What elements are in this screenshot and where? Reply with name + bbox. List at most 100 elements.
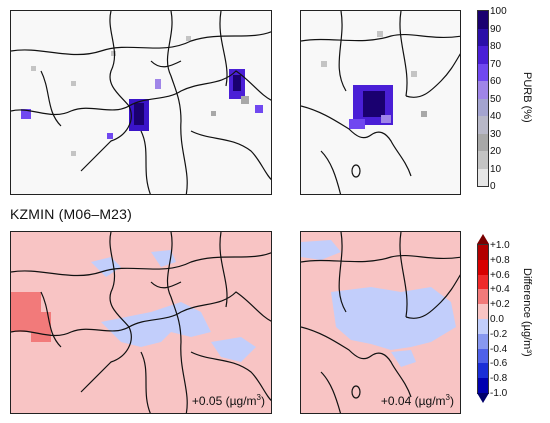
section-title: KZMIN (M06–M23) (10, 206, 133, 222)
purb-colorbar-segment (478, 116, 488, 134)
diff-colorbar (477, 244, 489, 394)
prefecture-border (40, 70, 62, 127)
coastline (301, 326, 412, 398)
prefecture-border (140, 351, 151, 413)
coastline (405, 53, 460, 98)
purb-colorbar-segment (478, 168, 488, 186)
diff-colorbar-segment (478, 304, 488, 319)
osaka-core-cell (134, 103, 144, 125)
kanto-mean-value: +0.04 (380, 394, 412, 408)
prefecture-border (11, 252, 271, 277)
west-urban-cell (21, 109, 31, 119)
diff-colorbar-tick-label: +0.4 (490, 284, 510, 296)
purb-colorbar-title: PURB (%) (521, 72, 533, 123)
purb-colorbar-segment (478, 98, 488, 116)
purb-colorbar-tick-label: 20 (490, 146, 502, 157)
coastline (11, 326, 132, 393)
purb-colorbar-tick-label: 90 (490, 23, 502, 35)
prefecture-border (109, 11, 130, 107)
diff-colorbar-tick-label: -0.8 (490, 373, 508, 385)
purb-colorbar-tick-label: 100 (490, 6, 507, 17)
diff-colorbar-segment (478, 289, 488, 305)
kansai-mean-difference: +0.05 (µg/m3) (192, 393, 265, 408)
kansai-mean-value: +0.05 (191, 394, 223, 408)
island-outline (351, 164, 361, 178)
diff-colorbar-segment (478, 318, 488, 334)
prefecture-border (190, 351, 271, 401)
gray-cell (411, 71, 417, 77)
prefecture-border (399, 11, 408, 97)
gray-cell (211, 111, 216, 116)
diff-colorbar-segment (478, 378, 488, 393)
prefecture-border (11, 31, 271, 56)
diff-colorbar-segment (478, 274, 488, 290)
diff-colorbar-segment (478, 259, 488, 275)
purb-colorbar (477, 10, 489, 187)
prefecture-border (338, 11, 347, 92)
diff-colorbar-tick-label: -0.2 (490, 328, 508, 340)
diff-colorbar-segment (478, 245, 488, 260)
diff-colorbar-segment (478, 348, 488, 364)
purb-colorbar-segment (478, 11, 488, 29)
negative-anomaly-region (211, 337, 256, 362)
coastlines-borders (11, 232, 271, 413)
chiba-urban-cell (381, 115, 391, 123)
nagoya-core-cell (233, 75, 241, 91)
diff-colorbar-tick-label: -1.0 (490, 388, 508, 399)
coastline (405, 274, 460, 319)
diff-cells (301, 240, 456, 367)
gray-cell (241, 96, 249, 104)
kanto-unit-exp: 3 (445, 393, 450, 402)
map-kansai-difference: +0.05 (µg/m3) (10, 231, 272, 414)
diff-cells (11, 250, 256, 362)
prefecture-border (399, 232, 408, 318)
purb-colorbar-tick-label: 10 (490, 163, 502, 175)
negative-anomaly-region (101, 302, 211, 347)
diff-colorbar-tick-label: 0.0 (490, 314, 504, 325)
kansai-diff-svg (11, 232, 271, 413)
kanagawa-urban-cell (349, 119, 365, 129)
purb-colorbar-segment (478, 151, 488, 169)
prefecture-border (219, 11, 228, 87)
kansai-unit-prefix: (µg/m (225, 394, 257, 408)
urban-cells (21, 36, 263, 156)
coastlines-borders (11, 11, 271, 194)
gray-cell (421, 111, 427, 117)
negative-anomaly-region (151, 250, 176, 267)
peninsula-coast (320, 150, 342, 194)
lake-outline (150, 60, 182, 68)
negative-anomaly-region (331, 287, 456, 350)
prefecture-border (109, 232, 130, 328)
diff-colorbar-tick-label: +1.0 (490, 240, 510, 251)
coastline (301, 105, 412, 177)
purb-colorbar-tick-label: 70 (490, 58, 502, 70)
purb-colorbar-tick-label: 0 (490, 181, 496, 192)
purb-colorbar-tick-label: 40 (490, 111, 502, 122)
gray-cell (186, 36, 191, 41)
tokyo-core-cell (363, 91, 385, 117)
purb-colorbar-segment (478, 46, 488, 64)
kanto-unit-suffix: ) (450, 394, 454, 408)
wakayama-urban-cell (107, 133, 113, 139)
kanto-diff-svg (301, 232, 460, 413)
purb-colorbar-segment (478, 81, 488, 99)
purb-colorbar-tick-label: 50 (490, 93, 502, 105)
coastline (128, 70, 271, 107)
purb-colorbar-segment (478, 133, 488, 151)
prefecture-border (40, 291, 62, 348)
purb-colorbar-tick-label: 80 (490, 41, 502, 52)
prefecture-border (190, 130, 271, 180)
prefecture-border (166, 11, 188, 194)
gray-cell (377, 31, 383, 37)
coastlines-borders (301, 232, 460, 413)
gray-cell (71, 81, 76, 86)
diff-colorbar-tick-label: +0.8 (490, 254, 510, 266)
gray-cell (111, 51, 116, 56)
prefecture-border (301, 33, 460, 42)
diff-colorbar-title: Difference (µg/m³) (521, 268, 533, 357)
diff-colorbar-tick-label: +0.6 (490, 269, 510, 281)
kanto-purb-svg (301, 11, 460, 194)
kansai-unit-exp: 3 (256, 393, 261, 402)
kansai-unit-suffix: ) (261, 394, 265, 408)
purb-colorbar-segment (478, 63, 488, 81)
